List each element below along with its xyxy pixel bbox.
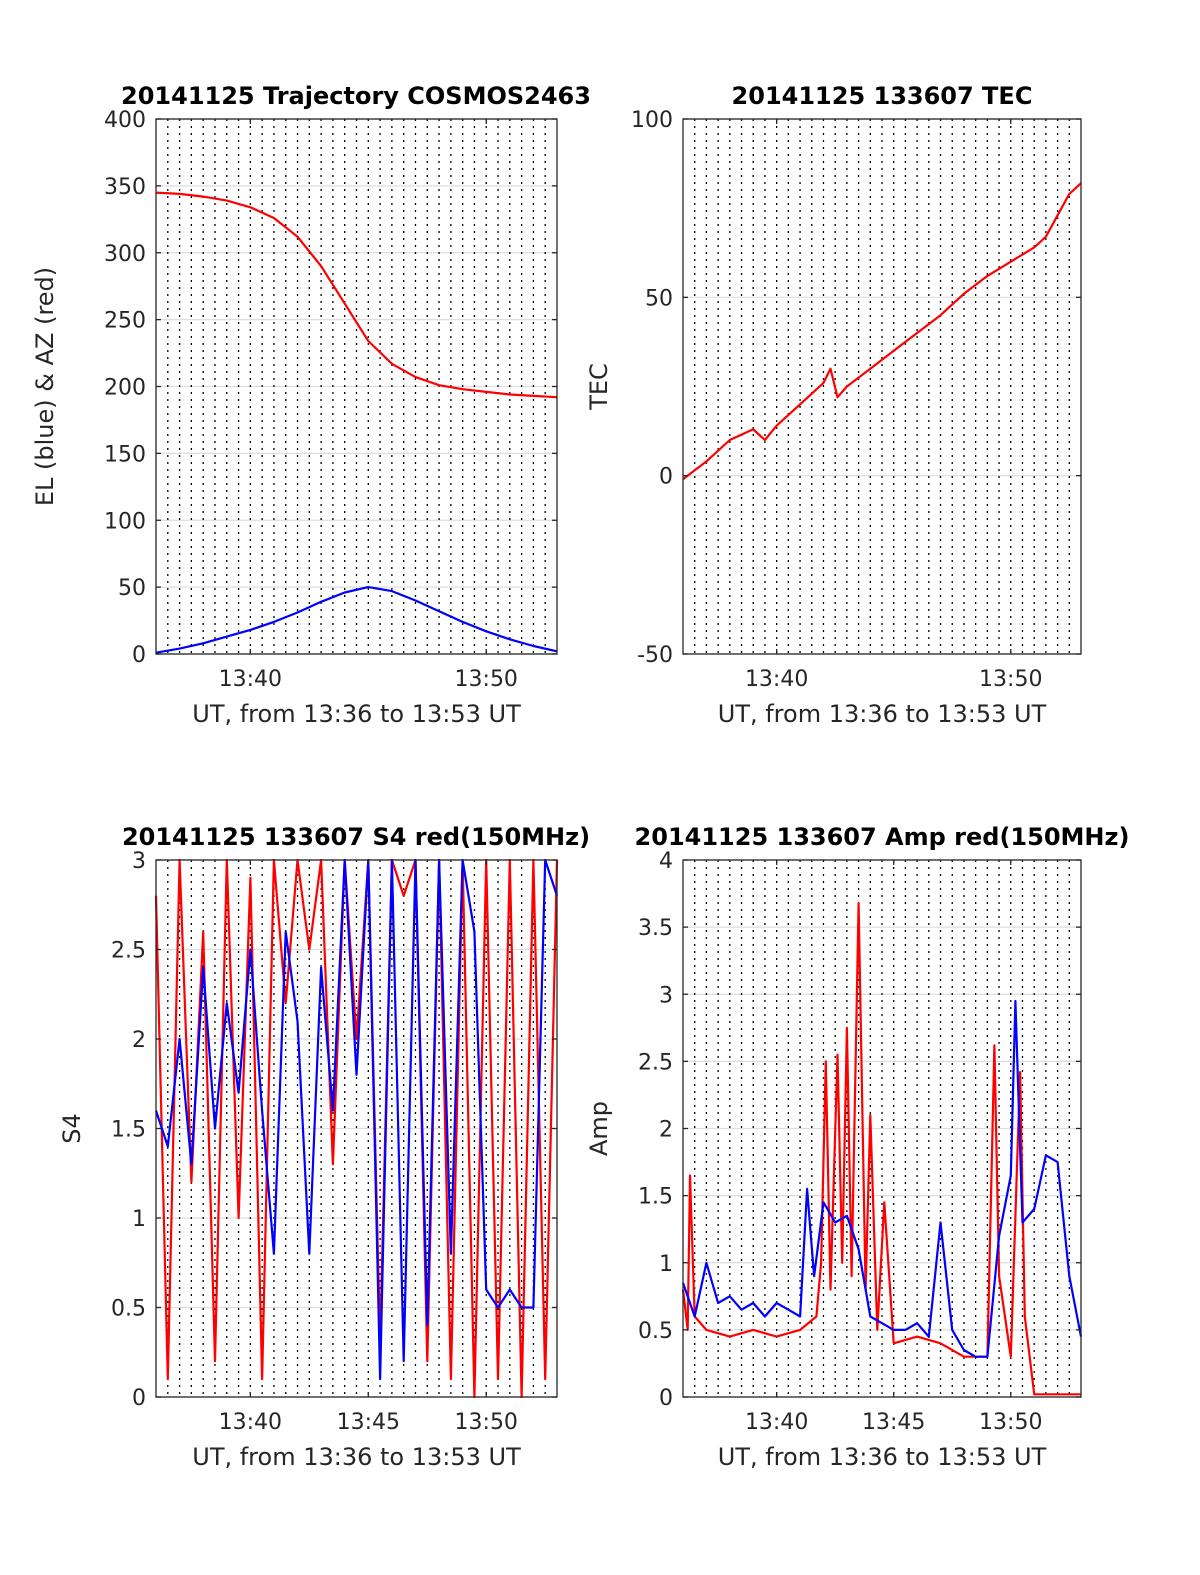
- y-axis-label: EL (blue) & AZ (red): [31, 267, 59, 506]
- amp-chart: 20141125 133607 Amp red(150MHz) UT, from…: [585, 823, 1129, 1471]
- series-line: [155, 191, 558, 399]
- y-tick-label: 2.5: [638, 1050, 673, 1075]
- x-tick-label: 13:50: [455, 667, 518, 692]
- y-tick-label: 2: [659, 1118, 673, 1143]
- chart-title: 20141125 Trajectory COSMOS2463: [121, 82, 591, 110]
- x-tick-label: 13:50: [979, 667, 1042, 692]
- x-tick-label: 13:40: [745, 667, 808, 692]
- y-tick-label: 2: [132, 1028, 146, 1053]
- y-tick-label: 0: [659, 1386, 673, 1411]
- y-tick-label: 3.5: [638, 916, 673, 941]
- x-tick-label: 13:40: [745, 1410, 808, 1435]
- x-tick-label: 13:50: [455, 1410, 518, 1435]
- chart-title: 20141125 133607 Amp red(150MHz): [635, 823, 1130, 851]
- y-tick-label: 0: [132, 643, 146, 668]
- y-axis-label: TEC: [585, 363, 613, 411]
- y-tick-label: 150: [104, 442, 146, 467]
- series-line: [154, 858, 559, 1399]
- y-axis-label: S4: [58, 1113, 86, 1144]
- series-line: [154, 858, 559, 1381]
- y-tick-label: 50: [645, 286, 673, 311]
- x-axis-label: UT, from 13:36 to 13:53 UT: [718, 1443, 1047, 1471]
- y-tick-label: 100: [104, 509, 146, 534]
- y-tick-label: 100: [631, 108, 673, 133]
- x-axis-label: UT, from 13:36 to 13:53 UT: [192, 700, 521, 728]
- y-tick-label: 2.5: [111, 939, 146, 964]
- y-tick-label: 0.5: [638, 1319, 673, 1344]
- y-tick-label: 1: [659, 1252, 673, 1277]
- y-tick-label: 200: [104, 376, 146, 401]
- y-tick-label: 250: [104, 309, 146, 334]
- y-tick-label: 3: [659, 983, 673, 1008]
- x-tick-label: 13:45: [862, 1410, 925, 1435]
- y-tick-label: 1: [132, 1207, 146, 1232]
- x-tick-label: 13:45: [337, 1410, 400, 1435]
- y-tick-label: 300: [104, 242, 146, 267]
- y-tick-label: 0: [659, 465, 673, 490]
- chart-title: 20141125 133607 S4 red(150MHz): [122, 823, 590, 851]
- x-axis-label: UT, from 13:36 to 13:53 UT: [718, 700, 1047, 728]
- y-tick-label: 3: [132, 849, 146, 874]
- y-tick-label: -50: [637, 643, 673, 668]
- x-axis-label: UT, from 13:36 to 13:53 UT: [192, 1443, 521, 1471]
- x-tick-label: 13:40: [219, 1410, 282, 1435]
- y-tick-label: 350: [104, 175, 146, 200]
- series-line: [682, 182, 1082, 481]
- y-tick-label: 1.5: [638, 1185, 673, 1210]
- y-tick-label: 1.5: [111, 1118, 146, 1143]
- y-tick-label: 50: [118, 576, 146, 601]
- tec-chart: 20141125 133607 TEC UT, from 13:36 to 13…: [585, 82, 1082, 728]
- axes-box: [682, 118, 1082, 655]
- series-line: [681, 901, 1081, 1396]
- x-tick-label: 13:50: [979, 1410, 1042, 1435]
- y-tick-label: 400: [104, 108, 146, 133]
- series-line: [155, 585, 558, 654]
- series-line: [681, 999, 1083, 1358]
- y-tick-label: 4: [659, 849, 673, 874]
- grid: [683, 118, 1081, 655]
- trajectory-chart: 20141125 Trajectory COSMOS2463 UT, from …: [31, 82, 591, 728]
- grid: [156, 118, 557, 655]
- chart-title: 20141125 133607 TEC: [732, 82, 1033, 110]
- y-tick-label: 0.5: [111, 1297, 146, 1322]
- y-tick-label: 0: [132, 1386, 146, 1411]
- y-axis-label: Amp: [585, 1101, 613, 1156]
- s4-chart: 20141125 133607 S4 red(150MHz) UT, from …: [58, 823, 590, 1471]
- x-tick-label: 13:40: [219, 667, 282, 692]
